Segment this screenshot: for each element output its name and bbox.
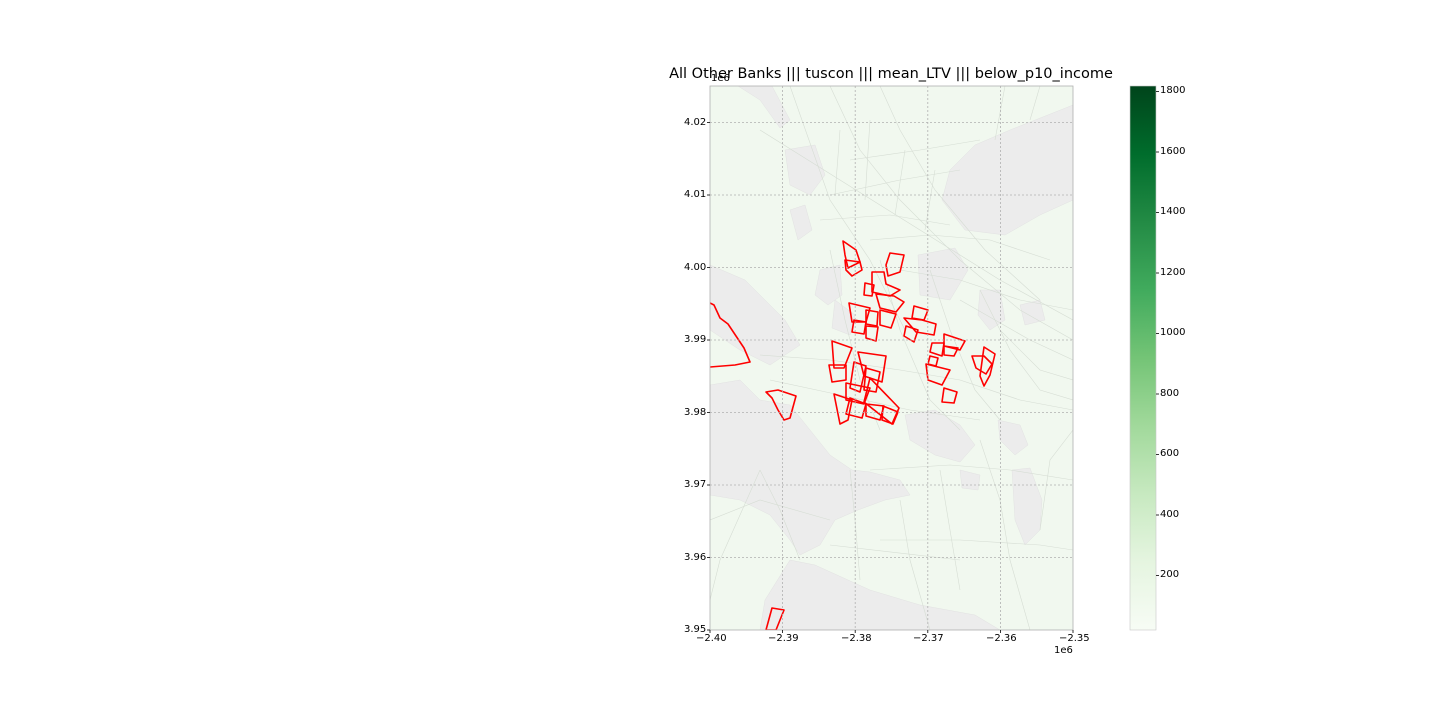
y-tick-label: 3.98 [684,407,707,418]
y-tick-marks [707,122,710,631]
x-tick-label: −2.39 [768,633,799,644]
highlighted-tract [765,607,785,630]
colorbar-tick-label: 800 [1160,388,1180,399]
highlighted-tract [903,317,937,336]
y-tick-label: 3.96 [684,552,707,563]
highlighted-tract [941,387,958,404]
colorbar-tick-label: 600 [1160,448,1180,459]
highlighted-tract [828,364,847,383]
x-tick-label: −2.37 [913,633,944,644]
map-area [710,86,1073,630]
no-data-region [710,379,911,556]
highlighted-tract [851,319,867,335]
colorbar-tick-label: 1600 [1160,146,1186,157]
y-tick-label: 3.97 [684,479,707,490]
no-data-region [831,299,856,336]
colorbar-tick-label: 1000 [1160,327,1186,338]
highlighted-tract [943,345,959,357]
highlighted-tract [865,309,879,327]
highlighted-tract [842,240,861,269]
axes-frame [709,85,1074,631]
highlighted-tract [765,389,797,421]
x-offset-label: 1e6 [1054,645,1073,656]
gridlines [710,86,1073,630]
colorbar-tick-label: 1800 [1160,85,1186,96]
x-tick-marks [709,630,1074,633]
y-tick-label: 3.99 [684,334,707,345]
y-tick-label: 4.00 [684,262,707,273]
highlighted-tract [881,405,899,425]
colorbar-tick-marks [1156,91,1159,576]
highlighted-tract [833,393,853,425]
x-tick-label: −2.38 [841,633,872,644]
x-tick-label: −2.40 [696,633,727,644]
highlighted-tract [863,282,875,297]
y-tick-label: 4.01 [684,189,707,200]
highlighted-tracts [710,240,996,630]
no-data-region [710,264,801,366]
colorbar-tick-label: 200 [1160,569,1180,580]
x-tick-label: −2.35 [1059,633,1090,644]
y-tick-label: 4.02 [684,117,707,128]
colorbar-tick-label: 400 [1160,509,1180,520]
highlighted-tract [831,340,853,369]
colorbar-tick-label: 1200 [1160,267,1186,278]
highlighted-tract [865,325,879,342]
colorbar-tick-label: 1400 [1160,206,1186,217]
highlighted-tract [857,351,887,383]
no-data-region [737,86,791,129]
highlighted-tract [875,293,905,313]
no-data-region [941,104,1073,236]
highlighted-tract [879,309,897,329]
y-tick-label: 3.95 [684,624,707,635]
highlighted-tract [979,346,996,387]
no-data-region [759,559,1001,630]
highlighted-tract [863,367,881,393]
tract-boundaries [710,86,1073,630]
highlighted-tract [925,363,951,386]
map-title: All Other Banks ||| tuscon ||| mean_LTV … [669,66,1113,82]
y-offset-label: 1e6 [711,73,730,84]
no-data-region [997,419,1029,456]
highlighted-tract [710,302,751,368]
no-data-regions [710,86,1073,630]
highlighted-tract [845,397,867,419]
highlighted-tract [865,403,885,421]
no-data-region [1019,299,1046,326]
colorbar [1129,85,1157,631]
x-tick-label: −2.36 [986,633,1017,644]
highlighted-tract [943,333,966,351]
highlighted-tract [929,342,945,357]
highlighted-tract [903,325,919,343]
highlighted-tract [849,361,867,393]
highlighted-tract [844,259,863,277]
highlighted-tract [885,252,905,277]
no-data-region [789,204,813,241]
